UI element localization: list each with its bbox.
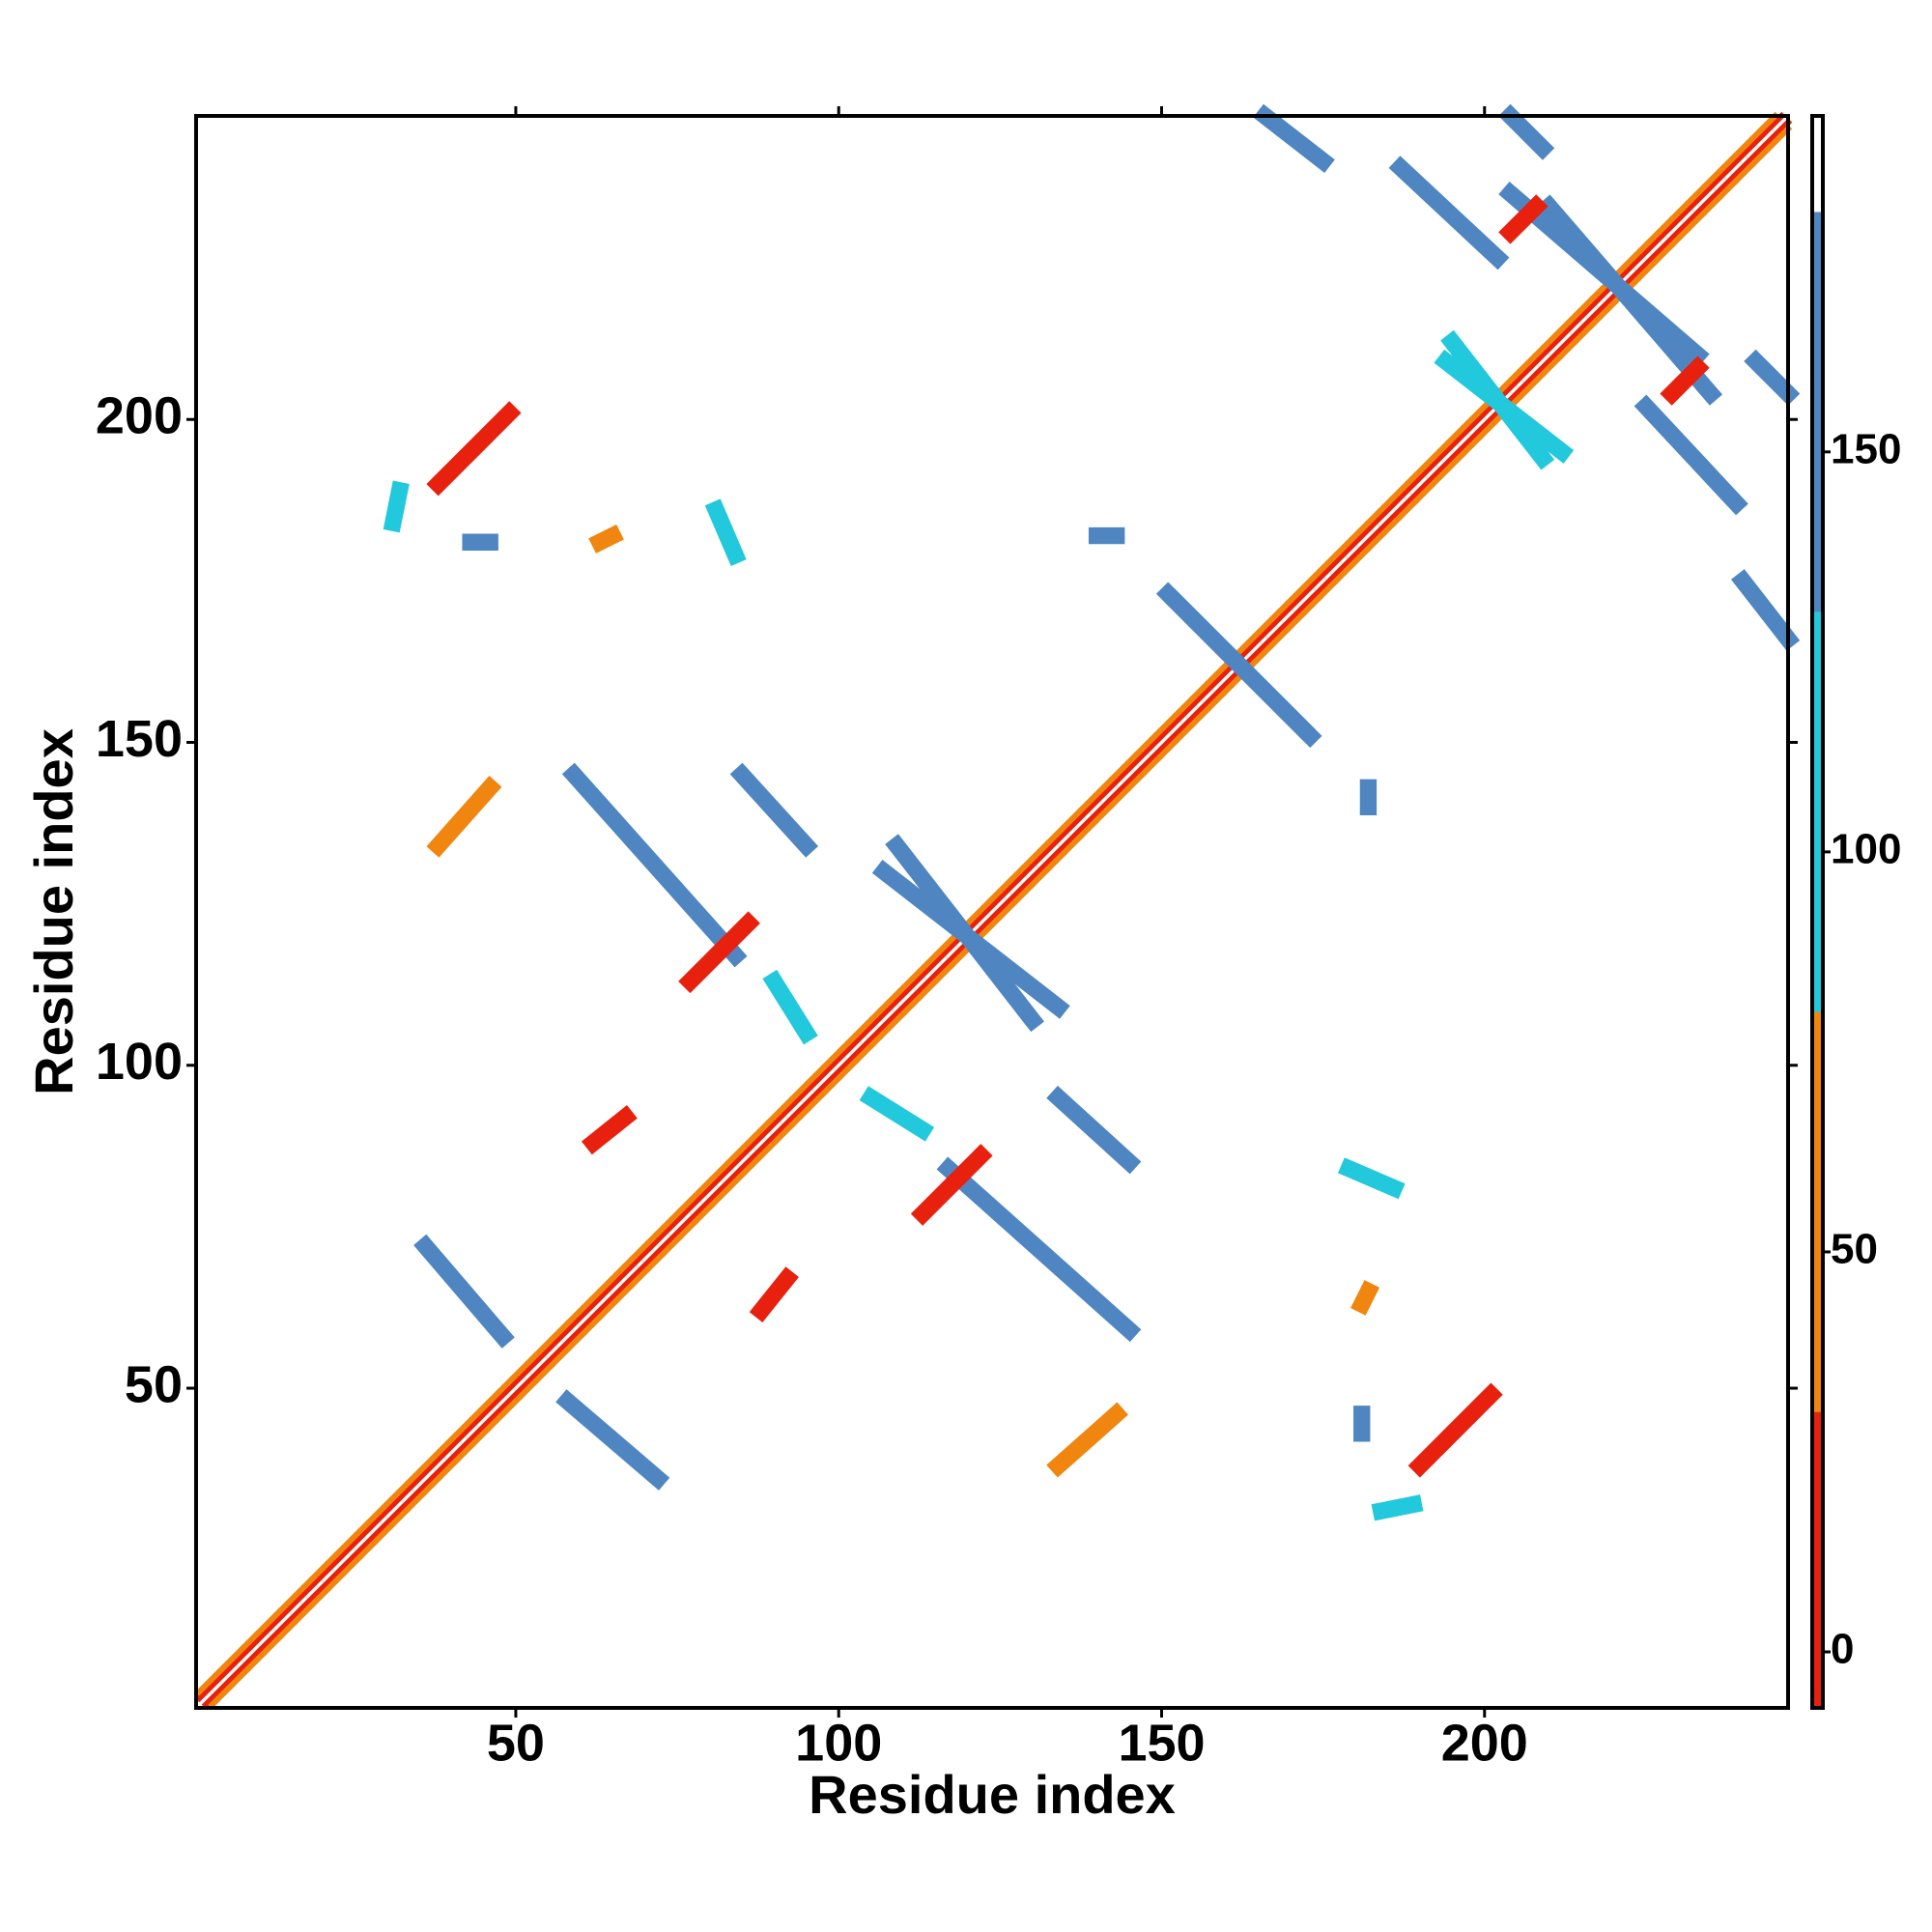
- y-axis-label: Residue index: [23, 728, 84, 1095]
- contact: [936, 1156, 1142, 1343]
- contact: [413, 1234, 515, 1349]
- contact: [729, 762, 819, 858]
- contact: [561, 762, 748, 968]
- y-tick-label: 50: [125, 1355, 183, 1413]
- contact: [201, 118, 1793, 1709]
- contact: [704, 498, 747, 567]
- contact: [1046, 1402, 1128, 1478]
- contact: [1498, 194, 1548, 244]
- contact: [581, 1105, 638, 1155]
- colorbar-tick-label: 100: [1831, 826, 1901, 873]
- contact: [1634, 394, 1748, 516]
- contact: [1537, 194, 1723, 406]
- x-axis-label: Residue index: [809, 1764, 1176, 1825]
- x-tick-label: 150: [1118, 1714, 1205, 1772]
- x-tick-label: 50: [487, 1714, 545, 1772]
- contact: [588, 524, 624, 554]
- colorbar-band: [1812, 212, 1823, 612]
- contact: [749, 1266, 799, 1323]
- contact: [1660, 355, 1710, 406]
- contact: [1337, 1157, 1406, 1200]
- colorbar-band: [1812, 1411, 1823, 1708]
- contact: [1434, 349, 1575, 464]
- contact: [762, 969, 818, 1045]
- contact: [1253, 103, 1335, 173]
- contact: [555, 1389, 670, 1491]
- plot-frame: [194, 114, 1790, 1710]
- contact: [1046, 1085, 1142, 1175]
- contact: [1744, 349, 1801, 406]
- contact: [195, 111, 1786, 1703]
- contact: [885, 834, 1044, 1033]
- colorbar-band: [1812, 116, 1823, 213]
- colorbar-band: [1812, 1011, 1823, 1412]
- y-tick-label: 200: [96, 386, 183, 444]
- contact: [1162, 588, 1322, 749]
- y-tick-label: 100: [96, 1033, 183, 1091]
- colorbar-frame: [1810, 114, 1825, 1710]
- contact: [208, 125, 1793, 1709]
- y-tick-label: 150: [96, 710, 183, 768]
- colorbar-band: [1812, 611, 1823, 1012]
- contact: [426, 401, 522, 497]
- colorbar-tick-label: 150: [1831, 425, 1901, 472]
- x-tick-label: 200: [1441, 1714, 1528, 1772]
- contact: [1731, 569, 1801, 651]
- colorbar-tick-label: 50: [1831, 1226, 1878, 1273]
- contact: [1498, 103, 1555, 160]
- contact: [1350, 1280, 1380, 1316]
- contact: [1388, 156, 1510, 270]
- contact: [678, 911, 760, 994]
- colorbar-tick-label: 0: [1831, 1626, 1854, 1673]
- contact: [859, 1086, 935, 1142]
- x-tick-label: 100: [795, 1714, 882, 1772]
- contact: [195, 111, 1779, 1696]
- contact: [910, 1144, 993, 1226]
- contact: [1371, 1494, 1424, 1521]
- contact: [1407, 1382, 1503, 1478]
- contact: [383, 480, 410, 533]
- contact: [426, 776, 502, 858]
